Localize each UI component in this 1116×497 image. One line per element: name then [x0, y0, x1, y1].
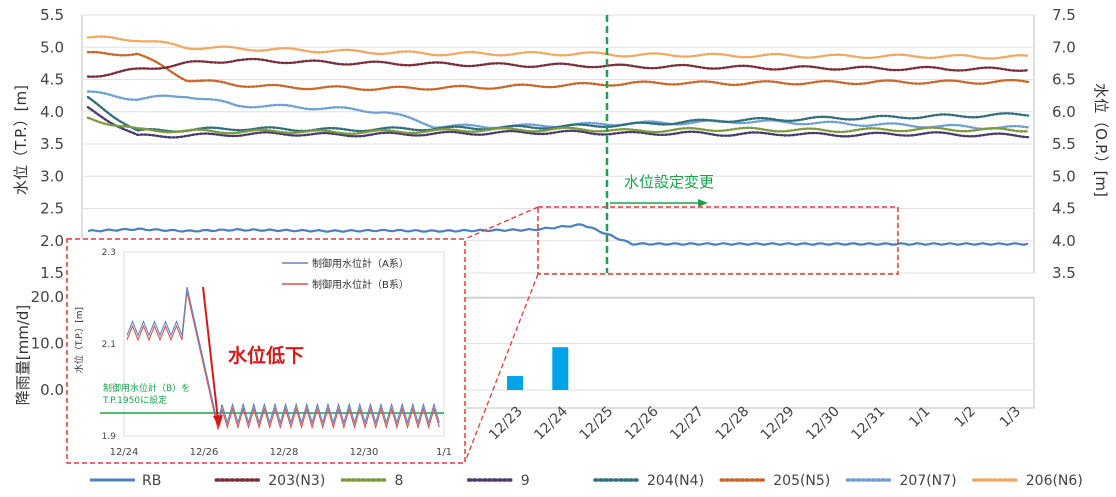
inset-series-group — [100, 286, 444, 430]
right-tick-label: 6.5 — [1052, 71, 1076, 89]
zoom-region-box — [537, 206, 899, 275]
setting-change-label: 水位設定変更 — [624, 173, 714, 191]
right-tick-label: 7.5 — [1052, 6, 1076, 24]
zoom-connector-bottom — [464, 273, 539, 463]
rain-bar — [507, 376, 523, 390]
legend-label: RB — [142, 473, 161, 489]
inset-x-tick-label: 12/26 — [190, 447, 219, 458]
rain-x-tick-label: 12/24 — [531, 403, 571, 443]
inset-drop-arrowhead — [213, 415, 223, 428]
series-line-203(N3) — [86, 57, 1030, 78]
series-line-9 — [86, 106, 1030, 139]
legend-label: 204(N4) — [647, 473, 704, 489]
rain-x-tick-label: 12/28 — [712, 404, 752, 444]
legend-label: 9 — [521, 473, 530, 489]
inset-legend-b: 制御用水位計（B系） — [312, 278, 409, 291]
inset-y-tick-label: 2.1 — [102, 340, 116, 350]
legend-label: 206(N6) — [1026, 473, 1083, 489]
inset-drop-label: 水位低下 — [228, 344, 304, 367]
legend-label: 207(N7) — [900, 473, 957, 489]
rain-tick-label: 20.0 — [31, 288, 64, 306]
right-axis-ticks: 7.5 7.0 6.5 6.0 5.5 5.0 4.5 4.0 3.5 — [1052, 6, 1076, 282]
left-axis-label: 水位（T.P.）[m] — [12, 85, 30, 195]
left-tick-label: 5.0 — [40, 38, 64, 56]
rain-tick-label: 0.0 — [40, 381, 64, 399]
zoom-connector-top — [464, 206, 539, 240]
series-line-205(N5) — [86, 50, 1030, 92]
legend-canvas: RB 203(N3) 8 9 204(N4) 205(N5) 207(N7) 206(N6) — [90, 473, 1083, 489]
inset-y-tick-label: 2.3 — [102, 248, 116, 258]
left-tick-label: 3.5 — [40, 135, 64, 153]
inset-x-tick-label: 1/1 — [436, 447, 452, 458]
inset-x-tick-label: 12/30 — [350, 447, 379, 458]
series-line-204(N4) — [86, 95, 1030, 133]
legend-label: 205(N5) — [773, 473, 830, 489]
right-tick-label: 5.5 — [1052, 135, 1076, 153]
left-tick-label: 3.0 — [40, 167, 64, 185]
rain-bars — [507, 347, 569, 390]
rain-x-tick-label: 12/31 — [848, 404, 888, 444]
rain-x-tick-label: 12/26 — [622, 403, 662, 443]
left-tick-label: 2.0 — [40, 232, 64, 250]
inset-legend-a: 制御用水位計（A系） — [312, 257, 409, 270]
inset-series-a — [126, 286, 440, 426]
left-tick-label: 5.5 — [40, 6, 64, 24]
rain-x-tick-label: 12/25 — [577, 404, 617, 444]
legend-label: 8 — [395, 473, 404, 489]
series-line-8 — [86, 116, 1030, 136]
right-tick-label: 4.0 — [1052, 232, 1076, 250]
setting-change-arrowhead — [698, 199, 708, 207]
left-axis-ticks: 5.5 5.0 4.5 4.0 3.5 3.0 2.5 2.0 1.5 — [40, 6, 64, 282]
inset-series-b — [126, 291, 440, 430]
right-axis-label: 水位（O.P.）[m] — [1092, 83, 1110, 197]
right-tick-label: 5.0 — [1052, 167, 1076, 185]
rain-tick-label: 10.0 — [31, 335, 64, 353]
right-tick-label: 7.0 — [1052, 38, 1076, 56]
main-legend: RB 203(N3) 8 9 204(N4) 205(N5) 207(N7) 206(N6) — [90, 470, 1100, 490]
rain-axis-label: 降雨量[mm/d] — [14, 305, 32, 406]
inset-drop-arrow — [202, 286, 219, 421]
inset-x-tick-label: 12/28 — [270, 447, 299, 458]
inset-axis-label: 水位（T.P.）[m] — [73, 307, 85, 373]
left-tick-label: 4.5 — [40, 71, 64, 89]
inset-y-tick-label: 1.9 — [102, 432, 117, 442]
main-series-group — [86, 35, 1030, 246]
left-tick-label: 4.0 — [40, 103, 64, 121]
left-tick-label: 2.5 — [40, 200, 64, 218]
right-tick-label: 4.5 — [1052, 200, 1076, 218]
inset-ticks: 2.3 2.1 1.9 12/24 12/26 12/28 12/30 1/1 — [102, 248, 452, 458]
rain-x-tick-label: 12/23 — [486, 404, 526, 444]
legend-label: 203(N3) — [268, 473, 325, 489]
inset-setpoint-label-2: T.P.1950に設定 — [102, 394, 167, 406]
rain-axis-ticks: 20.0 10.0 0.0 — [31, 288, 64, 399]
left-tick-label: 1.5 — [40, 264, 64, 282]
rain-x-tick-label: 12/27 — [667, 404, 707, 444]
right-tick-label: 3.5 — [1052, 264, 1076, 282]
rain-bar — [552, 347, 569, 390]
series-line-RB — [87, 223, 1029, 246]
rain-x-tick-label: 12/30 — [803, 404, 843, 444]
inset-setpoint-label-1: 制御用水位計（B）を — [103, 382, 190, 394]
series-line-206(N6) — [86, 35, 1030, 60]
rain-x-tick-label: 12/29 — [758, 404, 798, 444]
rain-x-ticks: 12/23 12/24 12/25 12/26 12/27 12/28 12/29 12/30… — [486, 403, 1024, 443]
right-tick-label: 6.0 — [1052, 103, 1076, 121]
inset-plot-area — [123, 251, 445, 437]
inset-x-tick-label: 12/24 — [110, 447, 139, 458]
